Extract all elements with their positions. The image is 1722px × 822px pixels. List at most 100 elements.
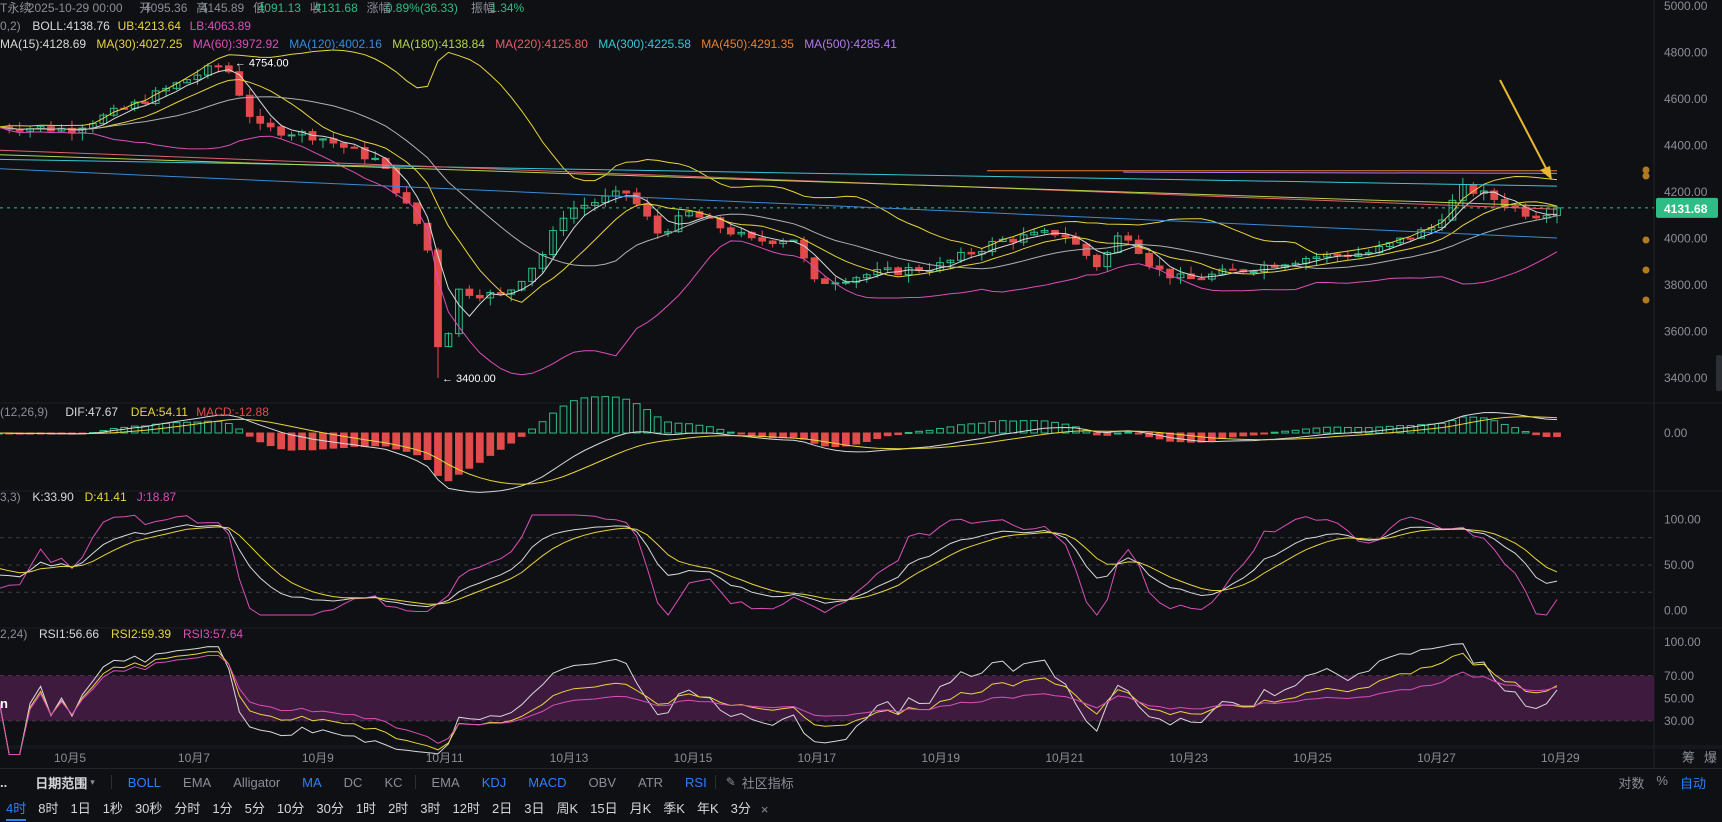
toolbar-item-boll[interactable]: BOLL bbox=[127, 774, 162, 790]
toolbar-item-macd[interactable]: MACD bbox=[528, 774, 567, 790]
toolbar-item-自动[interactable]: 自动 bbox=[1679, 775, 1706, 791]
interval-30秒[interactable]: 30秒 bbox=[134, 800, 163, 816]
candle bbox=[1040, 229, 1049, 233]
macd-bar bbox=[925, 429, 934, 434]
macd-bar bbox=[1270, 431, 1279, 434]
price-tick-label: 4800.00 bbox=[1664, 46, 1708, 60]
macd-bar bbox=[904, 431, 913, 434]
candle bbox=[434, 249, 442, 348]
close-intervals-icon[interactable]: × bbox=[760, 801, 769, 817]
toolbar-item-ma[interactable]: MA bbox=[302, 774, 322, 790]
indicator-toolbar: .. 日期范围 ▾ BOLL EMA Alligator MA DC KC EMA KDJ M… bbox=[0, 768, 1722, 795]
header-legend: T永续 bbox=[0, 1, 31, 15]
candle bbox=[193, 74, 202, 81]
interval-30分[interactable]: 30分 bbox=[316, 800, 344, 816]
macd-bar bbox=[256, 432, 265, 443]
x-axis-label: 10月29 bbox=[1541, 751, 1580, 765]
macd-bar bbox=[517, 432, 526, 437]
macd-bar bbox=[1061, 423, 1070, 434]
interval-月K[interactable]: 月K bbox=[629, 800, 652, 816]
interval-4时[interactable]: 4时 bbox=[6, 798, 27, 821]
interval-12时[interactable]: 12时 bbox=[452, 800, 480, 816]
toolbar-item-dc[interactable]: DC bbox=[343, 774, 363, 790]
boll-mid-line bbox=[0, 96, 1558, 270]
interval-3日[interactable]: 3日 bbox=[524, 800, 545, 816]
toolbar-item-对数[interactable]: 对数 bbox=[1618, 775, 1645, 791]
interval-2日[interactable]: 2日 bbox=[492, 800, 513, 816]
candle bbox=[726, 227, 735, 235]
candle bbox=[737, 231, 746, 235]
macd-bar bbox=[1532, 432, 1540, 436]
interval-分时[interactable]: 分时 bbox=[174, 800, 201, 816]
x-axis-label: 10月5 bbox=[54, 751, 86, 765]
toolbar-item-rsi[interactable]: RSI bbox=[685, 774, 707, 790]
last-price-label: 4131.68 bbox=[1664, 202, 1708, 216]
macd-bar bbox=[1417, 424, 1425, 434]
macd-bar bbox=[549, 412, 557, 434]
macd-legend: (12,26,9) bbox=[0, 405, 48, 419]
macd-bar bbox=[810, 432, 819, 444]
interval-8时[interactable]: 8时 bbox=[38, 800, 59, 816]
macd-bar bbox=[434, 432, 442, 476]
macd-bar bbox=[245, 432, 254, 437]
candle bbox=[1187, 273, 1195, 280]
interval-10分[interactable]: 10分 bbox=[276, 800, 305, 816]
interval-5分[interactable]: 5分 bbox=[244, 800, 265, 816]
date-range-button[interactable]: 日期范围 bbox=[35, 775, 88, 791]
macd-bar bbox=[1281, 430, 1289, 434]
candle bbox=[1061, 234, 1070, 238]
toolbar-item-ema[interactable]: EMA bbox=[183, 774, 212, 790]
macd-bar bbox=[1218, 432, 1227, 440]
candle bbox=[381, 157, 390, 169]
interval-3时[interactable]: 3时 bbox=[420, 800, 441, 816]
toolbar-item-obv[interactable]: OBV bbox=[588, 774, 616, 790]
toolbar-more-left[interactable]: .. bbox=[0, 774, 8, 790]
macd-bar bbox=[789, 432, 798, 438]
macd-bar bbox=[988, 421, 997, 434]
macd-bar bbox=[1134, 432, 1143, 435]
scroll-handle[interactable] bbox=[1716, 355, 1722, 391]
interval-年K[interactable]: 年K bbox=[696, 800, 719, 816]
toolbar-item-kc[interactable]: KC bbox=[384, 774, 403, 790]
toolbar-item-%[interactable]: % bbox=[1656, 772, 1668, 788]
candle bbox=[716, 217, 725, 229]
macd-bar bbox=[559, 405, 568, 434]
interval-1时[interactable]: 1时 bbox=[355, 800, 377, 816]
header-legend: 开 bbox=[139, 1, 151, 15]
interval-周K[interactable]: 周K bbox=[556, 800, 579, 816]
interval-3分[interactable]: 3分 bbox=[730, 800, 751, 816]
kline-chart[interactable]: ← 4754.00 ← 3400.00 5000.00 4800.00 4600.00… bbox=[0, 0, 1722, 768]
interval-15日[interactable]: 15日 bbox=[590, 800, 618, 816]
interval-季K[interactable]: 季K bbox=[663, 800, 685, 816]
toolbar-item-atr[interactable]: ATR bbox=[638, 774, 664, 790]
rsi2-line bbox=[0, 651, 1558, 755]
rsi-band bbox=[0, 675, 1654, 721]
toolbar-item-ema[interactable]: EMA bbox=[431, 774, 460, 790]
macd-bar bbox=[120, 426, 129, 434]
community-indicator-button[interactable]: 社区指标 bbox=[741, 775, 794, 791]
date-range-caret-icon[interactable]: ▾ bbox=[90, 776, 95, 787]
candle bbox=[1249, 271, 1258, 274]
candle bbox=[214, 65, 223, 68]
macd-bar bbox=[1228, 432, 1237, 438]
candle bbox=[852, 277, 861, 283]
macd-bar bbox=[1333, 426, 1342, 434]
interval-2时[interactable]: 2时 bbox=[388, 800, 409, 816]
community-indicator-icon[interactable]: ✎ bbox=[725, 775, 736, 789]
interval-1秒[interactable]: 1秒 bbox=[102, 800, 123, 816]
candle bbox=[622, 190, 631, 194]
candle bbox=[695, 211, 704, 218]
price-tick-label: 5000.00 bbox=[1664, 0, 1708, 13]
macd-bar bbox=[852, 432, 861, 445]
macd-bar bbox=[308, 432, 317, 451]
candle bbox=[350, 146, 359, 149]
macd-bar bbox=[883, 432, 892, 437]
interval-1分[interactable]: 1分 bbox=[212, 800, 233, 816]
macd-bar bbox=[998, 420, 1007, 434]
macd-bar bbox=[1103, 432, 1112, 436]
toolbar-item-alligator[interactable]: Alligator bbox=[233, 774, 281, 790]
toolbar-item-kdj[interactable]: KDJ bbox=[481, 774, 507, 790]
interval-1日[interactable]: 1日 bbox=[70, 800, 91, 816]
ma180-line bbox=[0, 154, 1558, 207]
macd-bar bbox=[1113, 432, 1122, 435]
